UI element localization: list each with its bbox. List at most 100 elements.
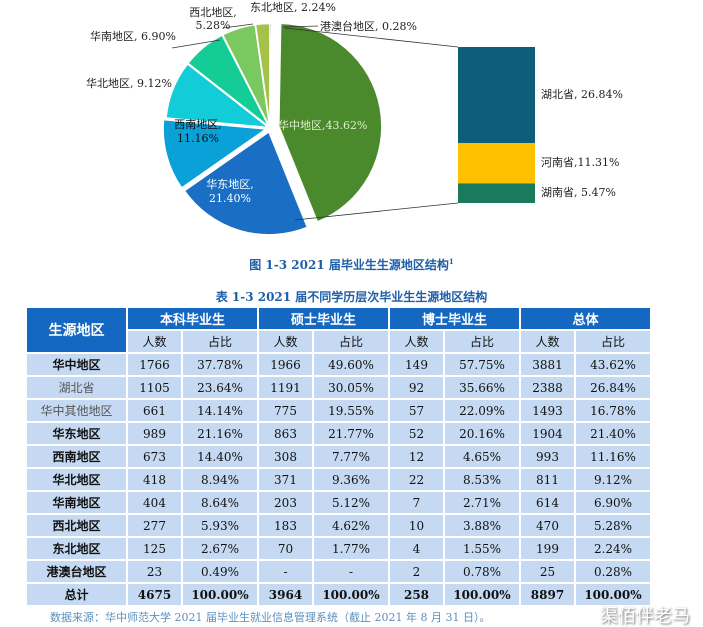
- table-cell: 14.40%: [183, 446, 257, 467]
- table-cell: 26.84%: [576, 377, 650, 398]
- table-cell: 9.12%: [576, 469, 650, 490]
- table-cell: 11.16%: [576, 446, 650, 467]
- table-cell: 308: [259, 446, 312, 467]
- header-group: 本科毕业生: [128, 308, 257, 329]
- subheader-count: 人数: [259, 331, 312, 352]
- table-cell: 199: [521, 538, 574, 559]
- slice-label-part: 西南地区,: [174, 118, 222, 131]
- figure-caption-text: 图 1-3 2021 届毕业生生源地区结构: [249, 258, 449, 272]
- watermark: 渠佰伴老马: [600, 606, 690, 627]
- table-row: 西北地区 277 5.93% 183 4.62% 10 3.88% 470 5.28%: [27, 515, 650, 536]
- table-cell: 12: [390, 446, 443, 467]
- table-cell: 7: [390, 492, 443, 513]
- table-row: 总计 4675 100.00% 3964 100.00% 258 100.00% 8897 10…: [27, 584, 650, 605]
- table-cell: 23: [128, 561, 181, 582]
- table-cell: 49.60%: [314, 354, 388, 375]
- table-cell: 35.66%: [445, 377, 519, 398]
- table-row: 东北地区 125 2.67% 70 1.77% 4 1.55% 199 2.24%: [27, 538, 650, 559]
- table-cell: 4: [390, 538, 443, 559]
- header-group: 博士毕业生: [390, 308, 519, 329]
- slice-label-part: 华东地区,: [206, 178, 254, 191]
- connector-line: [284, 27, 459, 48]
- row-region: 西北地区: [27, 515, 126, 536]
- table-cell: 1493: [521, 400, 574, 421]
- pie-slice: [183, 130, 309, 236]
- slice-label: 华东地区, 21.40%: [195, 178, 265, 206]
- subheader-ratio: 占比: [314, 331, 388, 352]
- table-cell: 25: [521, 561, 574, 582]
- connector-line: [294, 202, 459, 221]
- table-cell: 8.94%: [183, 469, 257, 490]
- leader-line: [282, 25, 319, 28]
- table-cell: 37.78%: [183, 354, 257, 375]
- header-region: 生源地区: [27, 308, 126, 352]
- table-cell: 9.36%: [314, 469, 388, 490]
- header-group: 硕士毕业生: [259, 308, 388, 329]
- table-cell: 404: [128, 492, 181, 513]
- row-region: 华中其他地区: [27, 400, 126, 421]
- table-cell: 4.62%: [314, 515, 388, 536]
- table-cell: 22.09%: [445, 400, 519, 421]
- table-cell: 993: [521, 446, 574, 467]
- breakdown-bar: [458, 47, 535, 143]
- table-cell: 470: [521, 515, 574, 536]
- table-cell: 775: [259, 400, 312, 421]
- table-cell: 70: [259, 538, 312, 559]
- table-cell: 100.00%: [183, 584, 257, 605]
- table-cell: 1105: [128, 377, 181, 398]
- slice-label: 西北地区, 5.28%: [178, 6, 248, 32]
- table-cell: 7.77%: [314, 446, 388, 467]
- table-cell: 6.90%: [576, 492, 650, 513]
- table-cell: 2.71%: [445, 492, 519, 513]
- data-source-note: 数据来源：华中师范大学 2021 届毕业生就业信息管理系统（截止 2021 年 …: [50, 611, 491, 624]
- table-row: 华中地区 1766 37.78% 1966 49.60% 149 57.75% 3881 43.…: [27, 354, 650, 375]
- table-cell: 2388: [521, 377, 574, 398]
- pie-slice: [165, 62, 272, 129]
- table-cell: -: [314, 561, 388, 582]
- table-cell: 4.65%: [445, 446, 519, 467]
- region-table: 生源地区 本科毕业生 硕士毕业生 博士毕业生 总体 人数 占比 人数 占比 人数 占比 人数…: [25, 306, 652, 607]
- table-cell: 0.78%: [445, 561, 519, 582]
- leader-line: [171, 39, 221, 49]
- breakdown-label: 河南省,11.31%: [541, 156, 620, 170]
- table-row: 华南地区 404 8.64% 203 5.12% 7 2.71% 614 6.90%: [27, 492, 650, 513]
- table-cell: 43.62%: [576, 354, 650, 375]
- table-row: 西南地区 673 14.40% 308 7.77% 12 4.65% 993 11.16%: [27, 446, 650, 467]
- breakdown-bar: [458, 183, 535, 203]
- row-region: 华东地区: [27, 423, 126, 444]
- table-cell: 1966: [259, 354, 312, 375]
- table-cell: 100.00%: [314, 584, 388, 605]
- table-cell: 16.78%: [576, 400, 650, 421]
- table-cell: 30.05%: [314, 377, 388, 398]
- pie-chart: [162, 22, 535, 236]
- table-cell: 371: [259, 469, 312, 490]
- subheader-ratio: 占比: [445, 331, 519, 352]
- slice-label: 西南地区, 11.16%: [163, 118, 233, 146]
- breakdown-bar: [458, 142, 535, 184]
- table-cell: 100.00%: [445, 584, 519, 605]
- table-cell: 418: [128, 469, 181, 490]
- table-row: 港澳台地区 23 0.49% - -2 0.78% 25 0.28%: [27, 561, 650, 582]
- table-cell: 8.64%: [183, 492, 257, 513]
- table-cell: 1191: [259, 377, 312, 398]
- table-cell: 258: [390, 584, 443, 605]
- row-region: 湖北省: [27, 377, 126, 398]
- table-cell: 8897: [521, 584, 574, 605]
- pie-slice: [278, 22, 383, 223]
- slice-label-part: 西北地区,: [189, 6, 237, 19]
- breakdown-label: 湖北省, 26.84%: [541, 87, 623, 101]
- table-cell: 989: [128, 423, 181, 444]
- table-cell: 8.53%: [445, 469, 519, 490]
- table-cell: 1766: [128, 354, 181, 375]
- table-cell: 277: [128, 515, 181, 536]
- table-cell: 57: [390, 400, 443, 421]
- table-cell: 2.24%: [576, 538, 650, 559]
- row-region: 西南地区: [27, 446, 126, 467]
- slice-label: 港澳台地区, 0.28%: [320, 20, 417, 33]
- table-cell: 125: [128, 538, 181, 559]
- table-cell: 57.75%: [445, 354, 519, 375]
- table-cell: 3.88%: [445, 515, 519, 536]
- slice-label: 东北地区, 2.24%: [250, 1, 336, 14]
- table-cell: 673: [128, 446, 181, 467]
- table-cell: 5.28%: [576, 515, 650, 536]
